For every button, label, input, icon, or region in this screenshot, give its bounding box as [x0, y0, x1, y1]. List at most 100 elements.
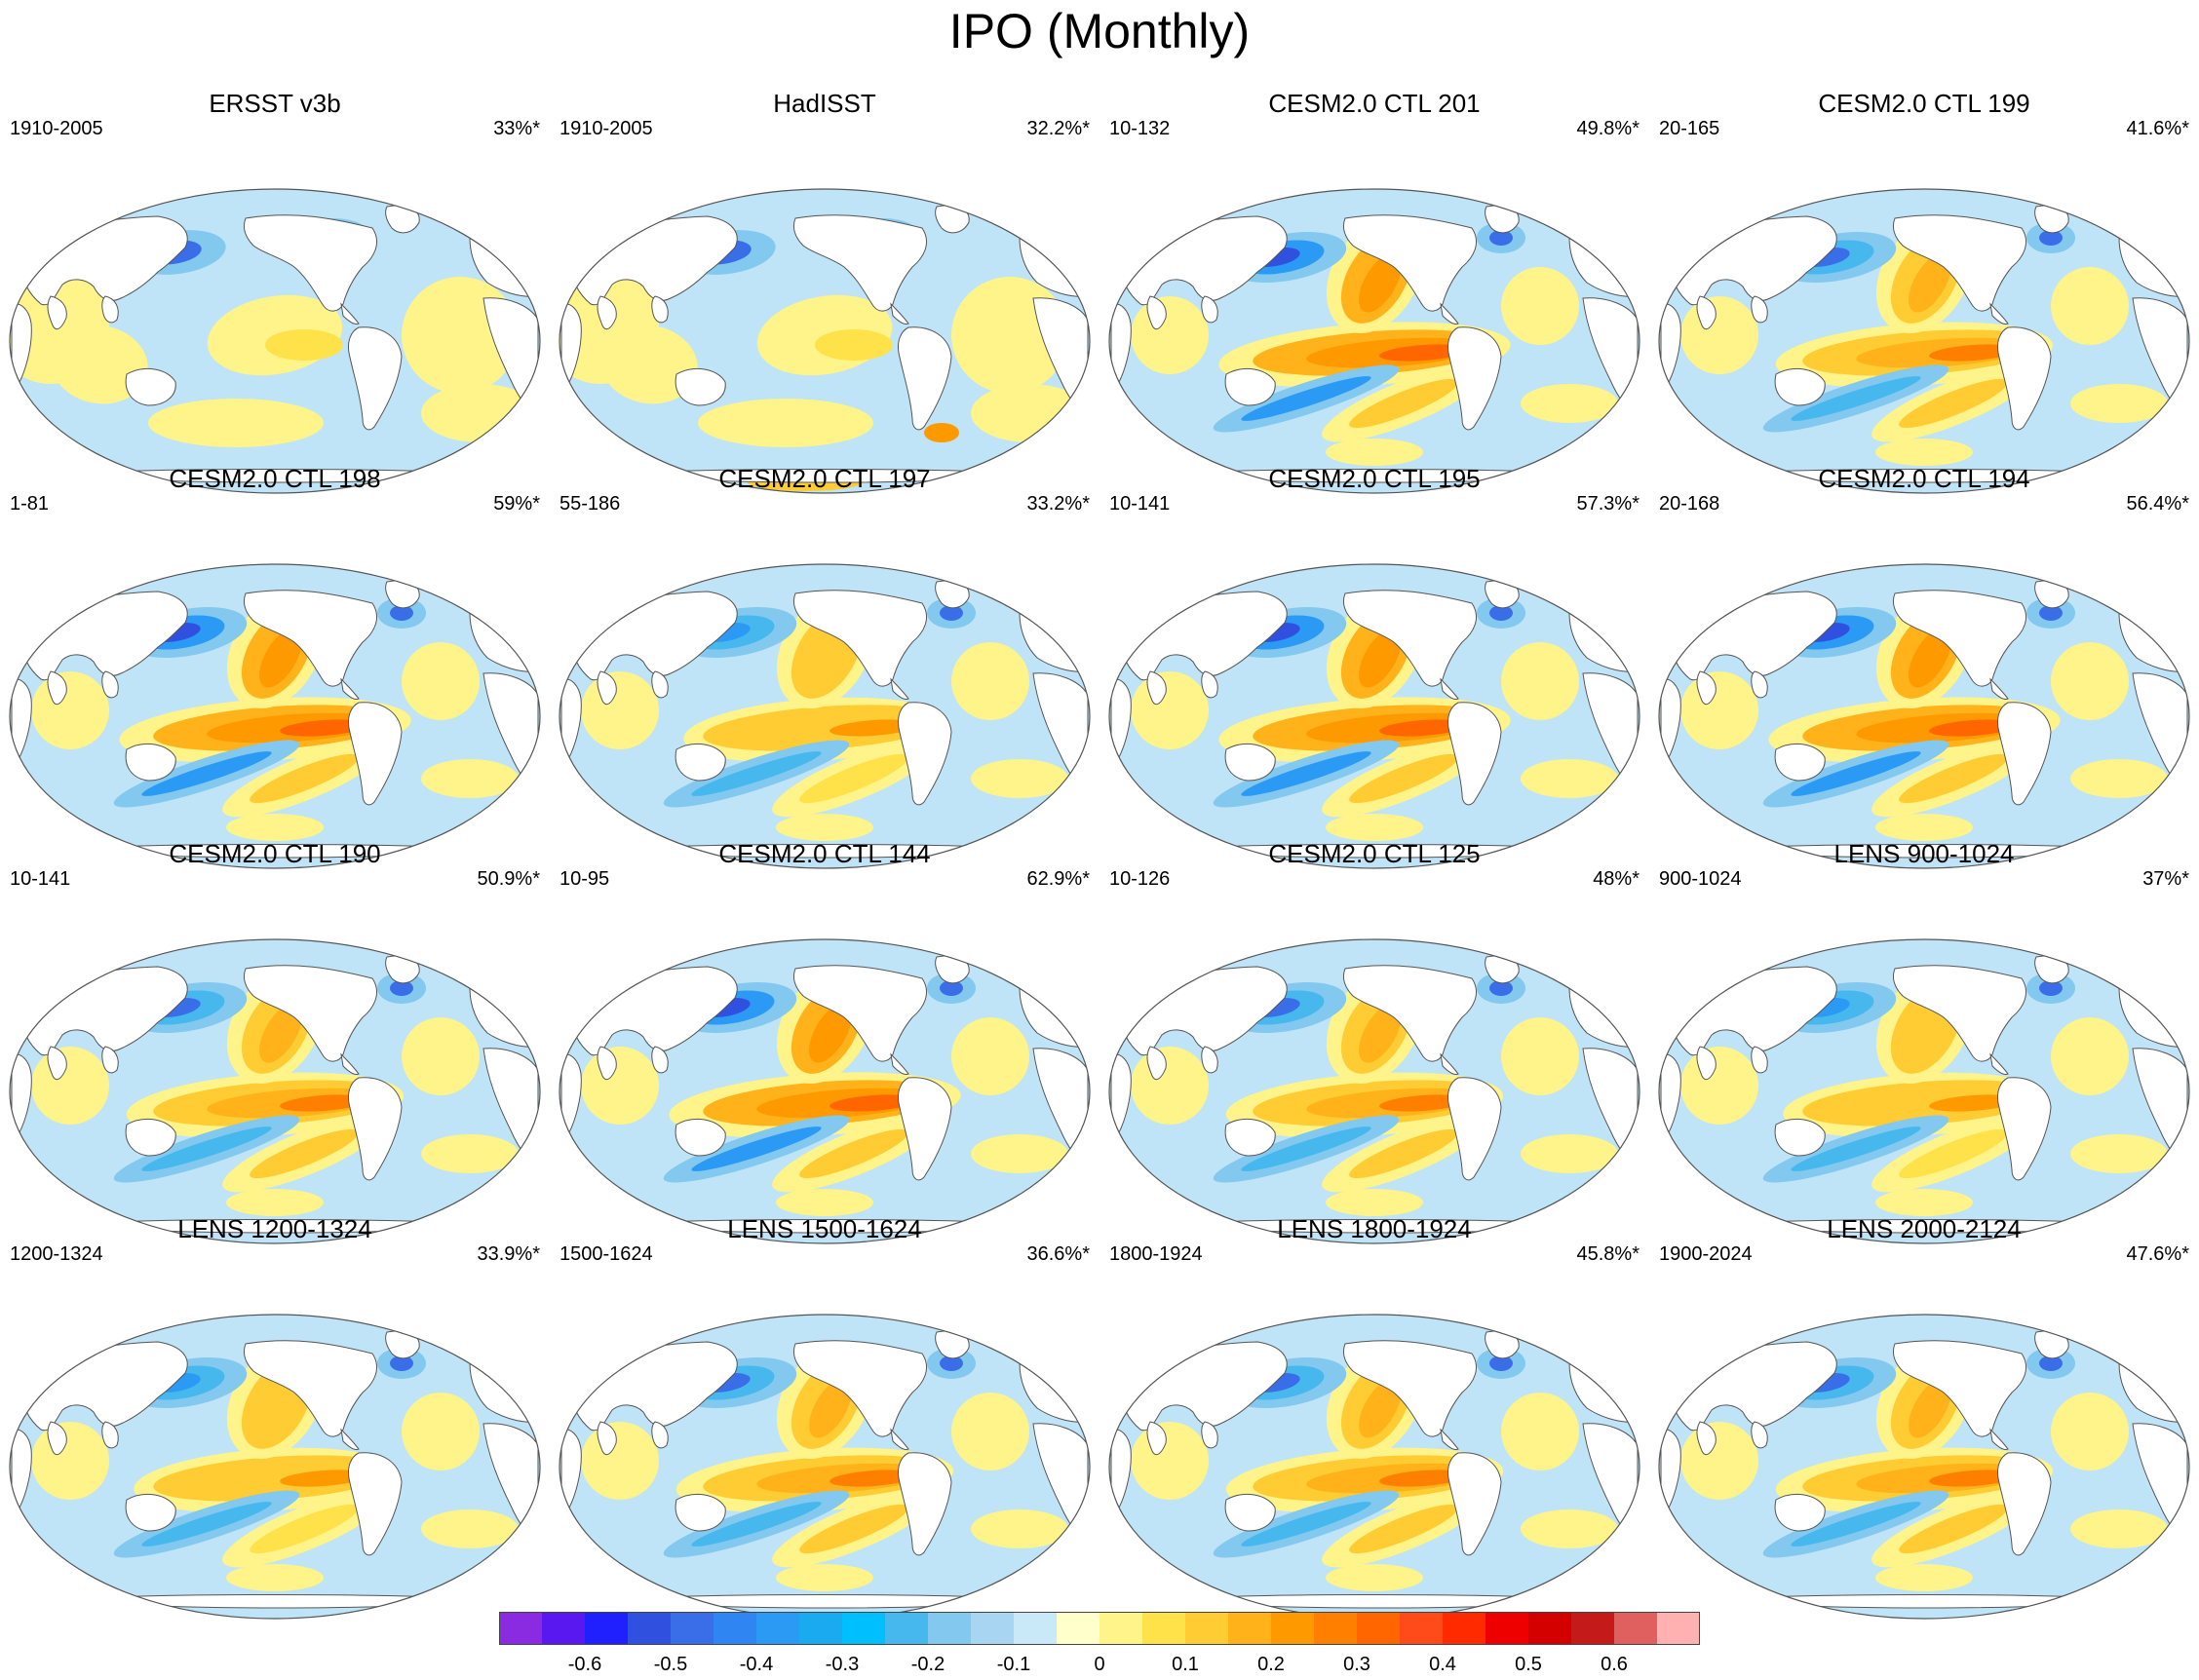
land-seasia [651, 295, 669, 324]
map-canvas [1658, 188, 2190, 494]
colorbar-swatch [1528, 1612, 1571, 1645]
sst-anomaly-blob [1929, 719, 2017, 737]
land-india [597, 1421, 617, 1456]
colorbar-swatch [1357, 1612, 1400, 1645]
map-outline [9, 563, 541, 869]
land-india [47, 1046, 67, 1081]
land-india [1696, 1421, 1717, 1456]
sst-anomaly-blob [1349, 1504, 1458, 1554]
colorbar-tick-label: -0.2 [910, 1654, 945, 1675]
land-camerica [890, 677, 909, 700]
sst-anomaly-blob [1899, 1504, 2008, 1554]
land-namerica [1342, 590, 1477, 687]
land-camerica [340, 1428, 360, 1450]
land-australia [1224, 1493, 1276, 1532]
colorbar-swatch [1314, 1612, 1357, 1645]
sst-anomaly-blob [1909, 628, 1951, 688]
map-canvas [9, 188, 541, 494]
panel-title: LENS 2000-2124 [1827, 1214, 2022, 1243]
panel-period: 10-126 [1109, 868, 1171, 890]
land-namerica [243, 965, 377, 1062]
sst-anomaly-blob [2070, 384, 2168, 423]
land-india [1696, 670, 1717, 706]
land-australia [675, 743, 726, 782]
sst-anomaly-blob [1899, 1128, 2008, 1179]
sst-anomaly-blob [1326, 1189, 1423, 1216]
panel-variance: 33%* [493, 118, 540, 139]
land-seasia [1751, 1421, 1768, 1449]
sst-anomaly-blob [1379, 719, 1467, 737]
land-seasia [1201, 670, 1218, 699]
map-panel: CESM2.0 CTL 125 10-126 48%* [1100, 838, 1649, 1267]
panel-variance: 33.2%* [1026, 493, 1091, 515]
map-canvas [1108, 1314, 1640, 1620]
colorbar-tick-label: -0.5 [653, 1654, 688, 1675]
colorbar-swatch [842, 1612, 885, 1645]
panel-period: 1-81 [10, 493, 50, 515]
sst-anomaly-blob [1791, 376, 1921, 421]
sst-anomaly-blob [2039, 230, 2063, 246]
land-samerica [898, 326, 952, 431]
colorbar-tick-label: -0.3 [825, 1654, 860, 1675]
colorbar-tick-label: 0.5 [1515, 1654, 1542, 1675]
sst-anomaly-blob [390, 605, 413, 621]
panel-title: ERSST v3b [209, 89, 341, 118]
colorbar-swatch [1100, 1612, 1142, 1645]
colorbar-swatch [499, 1612, 542, 1645]
colorbar-swatch [1485, 1612, 1528, 1645]
map-outline [1658, 188, 2190, 494]
sst-anomaly-blob [698, 399, 873, 447]
sst-anomaly-blob [1241, 1502, 1371, 1546]
sst-anomaly-blob [940, 980, 963, 996]
sst-anomaly-blob [1241, 376, 1371, 421]
map-panel: LENS 1800-1924 1800-1924 45.8%* [1100, 1213, 1649, 1642]
sst-anomaly-blob [1875, 1564, 1973, 1591]
panel-period: 10-95 [559, 868, 610, 890]
map-outline [1658, 938, 2190, 1244]
map-canvas [1108, 188, 1640, 494]
sst-anomaly-blob [1359, 1378, 1402, 1438]
panel-variance: 32.2%* [1026, 118, 1091, 139]
sst-anomaly-blob [390, 980, 413, 996]
sst-anomaly-blob [250, 1504, 359, 1554]
map-field [1109, 564, 1640, 868]
panel-variance: 49.8%* [1576, 118, 1640, 139]
sst-anomaly-blob [940, 1355, 963, 1371]
land-india [1146, 670, 1167, 706]
land-seasia [101, 1421, 119, 1449]
sst-anomaly-blob [1791, 1502, 1921, 1546]
map-field [1659, 939, 2189, 1243]
colorbar-tick-label: 0.1 [1172, 1654, 1199, 1675]
map-field [559, 189, 1090, 493]
panel-variance: 45.8%* [1576, 1243, 1640, 1265]
panel-variance: 47.6%* [2126, 1243, 2190, 1265]
colorbar-swatch [971, 1612, 1014, 1645]
sst-anomaly-blob [1875, 439, 1973, 466]
land-samerica [1447, 1077, 1502, 1181]
sst-anomaly-blob [1131, 1047, 1209, 1125]
sst-anomaly-blob [1501, 1393, 1579, 1470]
map-field [1109, 189, 1640, 493]
land-seasia [101, 670, 119, 699]
sst-anomaly-blob [1489, 980, 1513, 996]
map-canvas [1658, 563, 2190, 869]
sst-anomaly-blob [971, 1509, 1068, 1548]
panel-period: 1910-2005 [559, 118, 653, 139]
panel-period: 900-1024 [1659, 868, 1742, 890]
map-panel: LENS 1200-1324 1200-1324 33.9%* [0, 1213, 550, 1642]
land-namerica [1342, 1340, 1477, 1437]
sst-anomaly-blob [2070, 1134, 2168, 1173]
sst-anomaly-blob [148, 399, 324, 447]
land-australia [125, 1118, 176, 1157]
sst-anomaly-blob [1349, 378, 1458, 429]
colorbar-tick-label: -0.6 [567, 1654, 602, 1675]
panel-title: CESM2.0 CTL 198 [169, 464, 381, 493]
land-samerica [1447, 326, 1502, 431]
land-namerica [792, 214, 927, 312]
colorbar-swatch [542, 1612, 585, 1645]
land-camerica [1440, 677, 1459, 700]
sst-anomaly-blob [250, 753, 359, 804]
land-samerica [348, 1077, 403, 1181]
sst-anomaly-blob [951, 1393, 1029, 1470]
land-australia [125, 743, 176, 782]
